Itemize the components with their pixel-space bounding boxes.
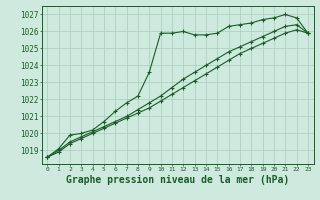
X-axis label: Graphe pression niveau de la mer (hPa): Graphe pression niveau de la mer (hPa) — [66, 175, 289, 185]
